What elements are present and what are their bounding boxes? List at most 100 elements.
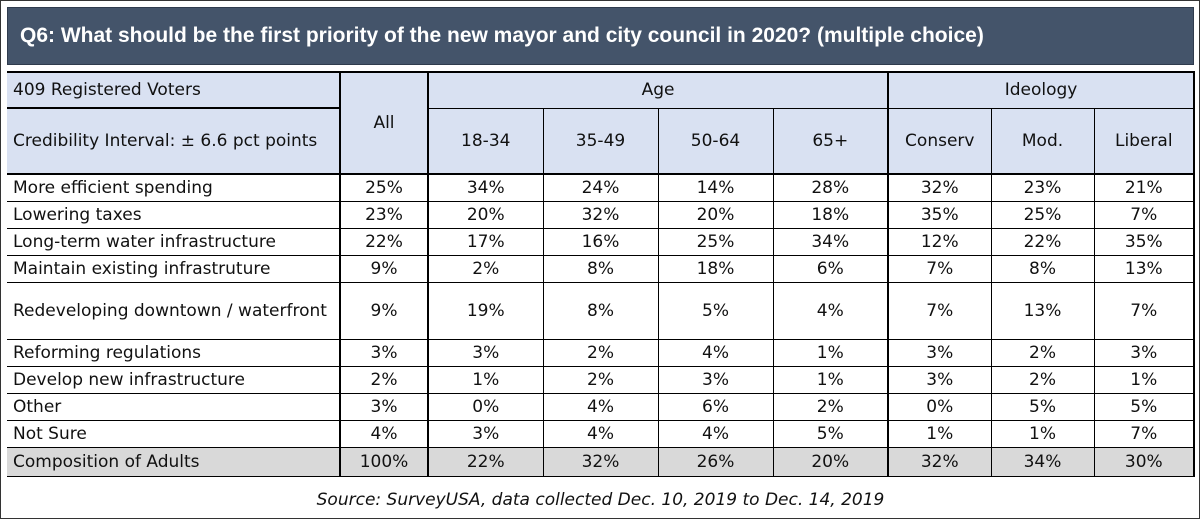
table-row: More efficient spending 25% 34% 24% 14% 28% 32… (7, 174, 1196, 202)
table-cell: 4% (339, 420, 428, 448)
table-cell: 7% (887, 282, 992, 340)
table-cell: 18% (657, 255, 773, 283)
source-note: Source: SurveyUSA, data collected Dec. 1… (316, 490, 885, 510)
table-cell: 25% (657, 228, 773, 256)
table-cell: 8% (542, 282, 658, 340)
row-label: Other (7, 393, 340, 421)
table-cell: 13% (1093, 255, 1196, 283)
group-header-ideology: Ideology (887, 71, 1196, 109)
table-cell: 22% (339, 228, 428, 256)
table-cell: 3% (657, 366, 773, 394)
table-cell: 2% (990, 339, 1095, 367)
table-cell: 21% (1093, 174, 1196, 202)
table-cell: 1% (887, 420, 992, 448)
column-header-liberal: Liberal (1093, 108, 1196, 175)
table-cell: 5% (657, 282, 773, 340)
table-cell: 7% (1093, 201, 1196, 229)
table-cell: 18% (772, 201, 889, 229)
table-cell: 23% (990, 174, 1095, 202)
table-cell: 3% (887, 339, 992, 367)
table-cell: 7% (1093, 282, 1196, 340)
table-cell: 100% (339, 447, 428, 477)
table-row: Lowering taxes 23% 20% 32% 20% 18% 35% 25% 7% (7, 201, 1196, 229)
table-row: Maintain existing infrastruture 9% 2% 8% 18%… (7, 255, 1196, 283)
column-header-conserv: Conserv (887, 108, 992, 175)
column-header-35-49: 35-49 (542, 108, 658, 175)
row-label: Not Sure (7, 420, 340, 448)
table-row: Other 3% 0% 4% 6% 2% 0% 5% 5% (7, 393, 1196, 421)
table-cell: 14% (657, 174, 773, 202)
table-cell: 1% (990, 420, 1095, 448)
table-cell: 5% (772, 420, 889, 448)
table-cell: 2% (542, 339, 658, 367)
table-cell: 9% (339, 255, 428, 283)
table-cell: 32% (887, 447, 992, 477)
table-cell: 3% (427, 339, 543, 367)
table-cell: 16% (542, 228, 658, 256)
column-header-mod: Mod. (990, 108, 1095, 175)
table-cell: 28% (772, 174, 889, 202)
table-cell: 35% (887, 201, 992, 229)
table-cell: 5% (1093, 393, 1196, 421)
table-cell: 20% (427, 201, 543, 229)
table-cell: 6% (657, 393, 773, 421)
table-cell: 7% (887, 255, 992, 283)
table-cell: 4% (542, 393, 658, 421)
table-cell: 17% (427, 228, 543, 256)
table-cell: 1% (772, 366, 889, 394)
table-row: Not Sure 4% 3% 4% 4% 5% 1% 1% 7% (7, 420, 1196, 448)
table-cell: 8% (990, 255, 1095, 283)
table-cell: 2% (427, 255, 543, 283)
table-cell: 24% (542, 174, 658, 202)
total-row: Composition of Adults 100% 22% 32% 26% 20% 32%… (7, 447, 1196, 477)
table-cell: 20% (772, 447, 889, 477)
row-label: Maintain existing infrastruture (7, 255, 340, 283)
credibility-interval-label: Credibility Interval: ± 6.6 pct points (7, 108, 340, 175)
table-cell: 4% (657, 339, 773, 367)
row-label: Redeveloping downtown / waterfront (7, 282, 340, 340)
row-label: Reforming regulations (7, 339, 340, 367)
table-cell: 4% (542, 420, 658, 448)
header-row-columns: Credibility Interval: ± 6.6 pct points 1… (7, 108, 1196, 175)
row-label: Long-term water infrastructure (7, 228, 340, 256)
table-cell: 19% (427, 282, 543, 340)
column-header-all: All (339, 71, 428, 175)
table-cell: 6% (772, 255, 889, 283)
table-cell: 2% (542, 366, 658, 394)
header-row-groups: 409 Registered Voters All Age Ideology (7, 71, 1196, 175)
group-header-age: Age (426, 71, 889, 109)
table-cell: 34% (427, 174, 543, 202)
table-cell: 4% (657, 420, 773, 448)
table-cell: 2% (990, 366, 1095, 394)
table-cell: 23% (339, 201, 428, 229)
table-cell: 1% (427, 366, 543, 394)
results-table: 409 Registered Voters All Age Ideology C… (7, 71, 1196, 477)
table-cell: 9% (339, 282, 428, 340)
table-cell: 12% (887, 228, 992, 256)
table-cell: 30% (1093, 447, 1196, 477)
chart-title: Q6: What should be the first priority of… (7, 7, 1194, 65)
column-header-18-34: 18-34 (427, 108, 543, 175)
row-label: More efficient spending (7, 174, 340, 202)
table-cell: 32% (542, 447, 658, 477)
table-row: Redeveloping downtown / waterfront 9% 19% 8… (7, 282, 1196, 340)
table-cell: 32% (887, 174, 992, 202)
table-row: Reforming regulations 3% 3% 2% 4% 1% 3% 2% 3% (7, 339, 1196, 367)
row-label: Develop new infrastructure (7, 366, 340, 394)
table-cell: 34% (772, 228, 889, 256)
table-cell: 35% (1093, 228, 1196, 256)
table-cell: 3% (339, 339, 428, 367)
table-cell: 3% (887, 366, 992, 394)
table-cell: 26% (657, 447, 773, 477)
table-cell: 2% (339, 366, 428, 394)
table-cell: 8% (542, 255, 658, 283)
table-cell: 5% (990, 393, 1095, 421)
table-cell: 34% (990, 447, 1095, 477)
table-cell: 25% (990, 201, 1095, 229)
sample-size-label: 409 Registered Voters (7, 71, 340, 109)
table-cell: 22% (427, 447, 543, 477)
row-label: Lowering taxes (7, 201, 340, 229)
table-row: Develop new infrastructure 2% 1% 2% 3% 1% 3% 2%… (7, 366, 1196, 394)
column-header-50-64: 50-64 (657, 108, 773, 175)
